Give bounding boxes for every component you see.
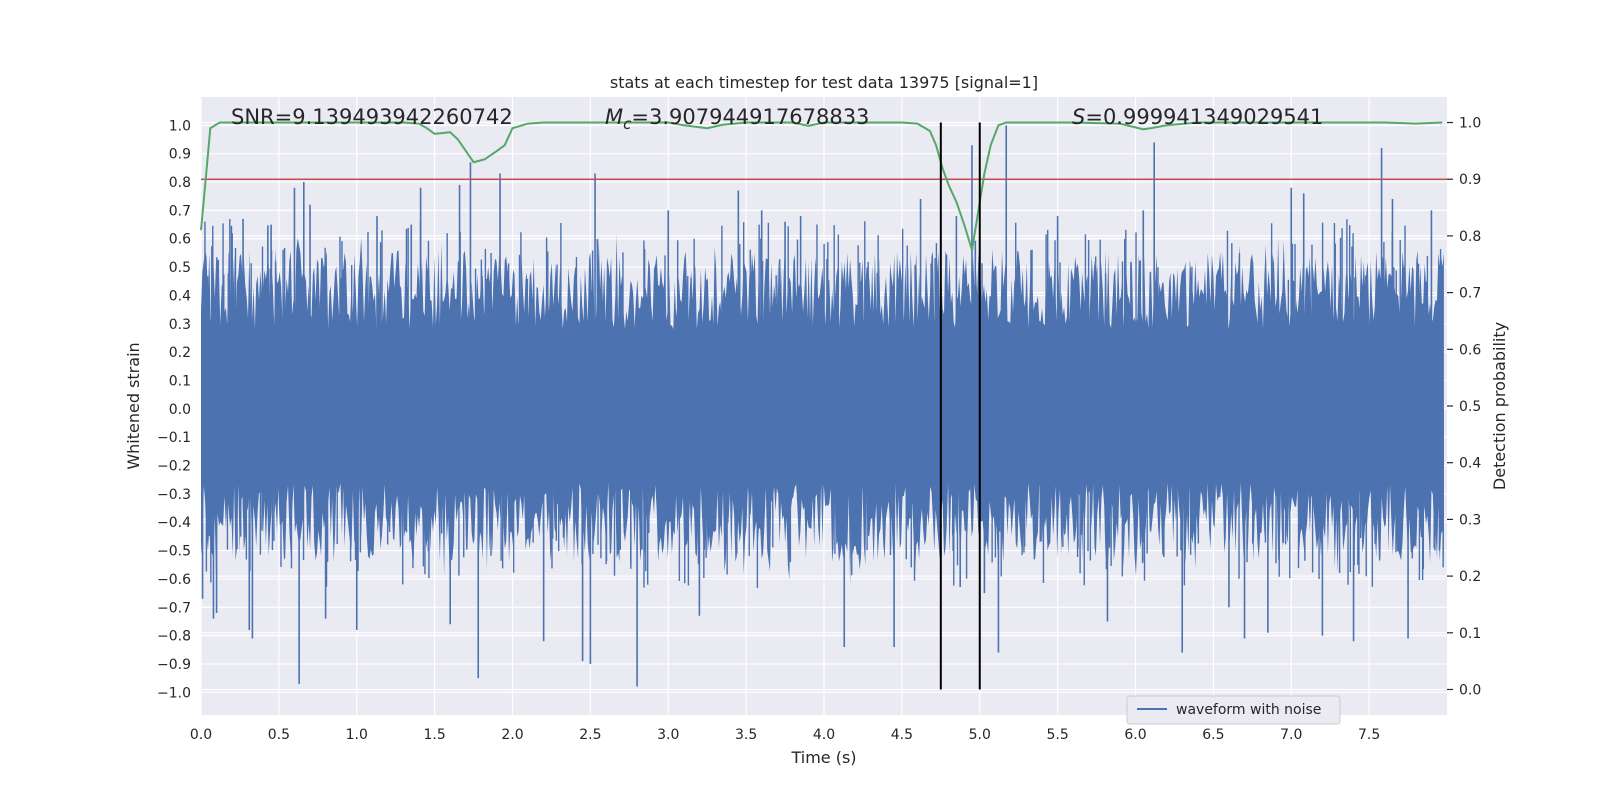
x-tick-label: 6.5 [1202,727,1224,743]
y2-tick-label: 0.4 [1459,456,1481,472]
s-symbol: S [1072,105,1085,129]
y-tick-label: −0.1 [157,430,191,446]
mc-symbol: M [605,105,623,129]
x-tick-label: 7.0 [1280,727,1302,743]
s-value: =0.999941349029541 [1085,105,1323,129]
x-tick-label: 4.5 [891,727,913,743]
y-tick-label: 0.0 [169,402,191,418]
y2-tick-label: 0.2 [1459,569,1481,585]
mc-value: =3.907944917678833 [631,105,869,129]
legend: waveform with noise [1126,695,1341,725]
vertical-markers [939,122,981,690]
y-tick-label: −0.7 [157,600,191,616]
legend-entry-waveform: waveform with noise [1176,702,1321,718]
y-tick-label: −1.0 [157,685,191,701]
strain-series [201,125,1444,687]
y-axis-label: Whitened strain [124,342,143,469]
x-tick-label: 1.0 [346,727,368,743]
y-tick-label: 0.9 [169,147,191,163]
y-tick-label: −0.3 [157,487,191,503]
y-tick-label: −0.5 [157,544,191,560]
y-tick-label: 1.0 [169,118,191,134]
x-tick-label: 2.5 [579,727,601,743]
y2-tick-label: 0.0 [1459,682,1481,698]
y-tick-label: 0.2 [169,345,191,361]
x-tick-label: 5.5 [1046,727,1068,743]
x-tick-label: 5.0 [969,727,991,743]
legend-box [1126,695,1341,725]
y2-tick-label: 0.8 [1459,229,1481,245]
y2-tick-label: 0.3 [1459,512,1481,528]
score-annotation: S=0.999941349029541 [1072,105,1323,129]
detection-probability-line [200,121,1443,251]
y2-tick-label: 1.0 [1459,116,1481,132]
strain-band [201,234,1444,588]
x-tick-label: 0.5 [268,727,290,743]
y-tick-label: 0.1 [169,373,191,389]
mc-subscript: c [623,115,632,133]
y2-tick-label: 0.7 [1459,286,1481,302]
y-tick-label: 0.5 [169,260,191,276]
y-tick-label: −0.6 [157,572,191,588]
x-tick-label: 1.5 [423,727,445,743]
y-axis-right-label: Detection probability [1490,322,1509,490]
y-tick-label: 0.7 [169,203,191,219]
y2-tick-label: 0.1 [1459,626,1481,642]
y-tick-label: −0.2 [157,459,191,475]
x-axis-label: Time (s) [790,748,856,767]
y-tick-label: 0.8 [169,175,191,191]
strain-traces [204,218,1444,589]
x-tick-label: 6.0 [1124,727,1146,743]
y-axis-right-ticks: 1.0 0.9 0.8 0.7 0.6 0.5 0.4 0.3 0.2 0.1 0.0 [1447,116,1481,698]
strain-spikes [201,125,1433,687]
y-tick-label: 0.6 [169,232,191,248]
y-tick-label: 0.4 [169,288,191,304]
y2-tick-label: 0.6 [1459,342,1481,358]
y-tick-label: 0.3 [169,317,191,333]
x-tick-label: 3.0 [657,727,679,743]
y2-tick-label: 0.5 [1459,399,1481,415]
x-axis-ticks: 0.0 0.5 1.0 1.5 2.0 2.5 3.0 3.5 4.0 4.5 5.0 5.5 6.0 6… [190,727,1380,743]
y-tick-label: −0.9 [157,657,191,673]
x-tick-label: 7.5 [1358,727,1380,743]
x-tick-label: 3.5 [735,727,757,743]
y2-tick-label: 0.9 [1459,172,1481,188]
x-tick-label: 0.0 [190,727,212,743]
x-tick-label: 4.0 [813,727,835,743]
chirp-mass-annotation: Mc=3.907944917678833 [605,105,869,133]
snr-annotation: SNR=9.139493942260742 [231,105,513,129]
y-tick-label: −0.8 [157,629,191,645]
y-tick-label: −0.4 [157,515,191,531]
x-tick-label: 2.0 [501,727,523,743]
chart-title: stats at each timestep for test data 139… [610,73,1038,92]
y-axis-left-ticks: 1.0 0.9 0.8 0.7 0.6 0.5 0.4 0.3 0.2 0.1 0.0 −0.1 −0.… [157,118,191,701]
